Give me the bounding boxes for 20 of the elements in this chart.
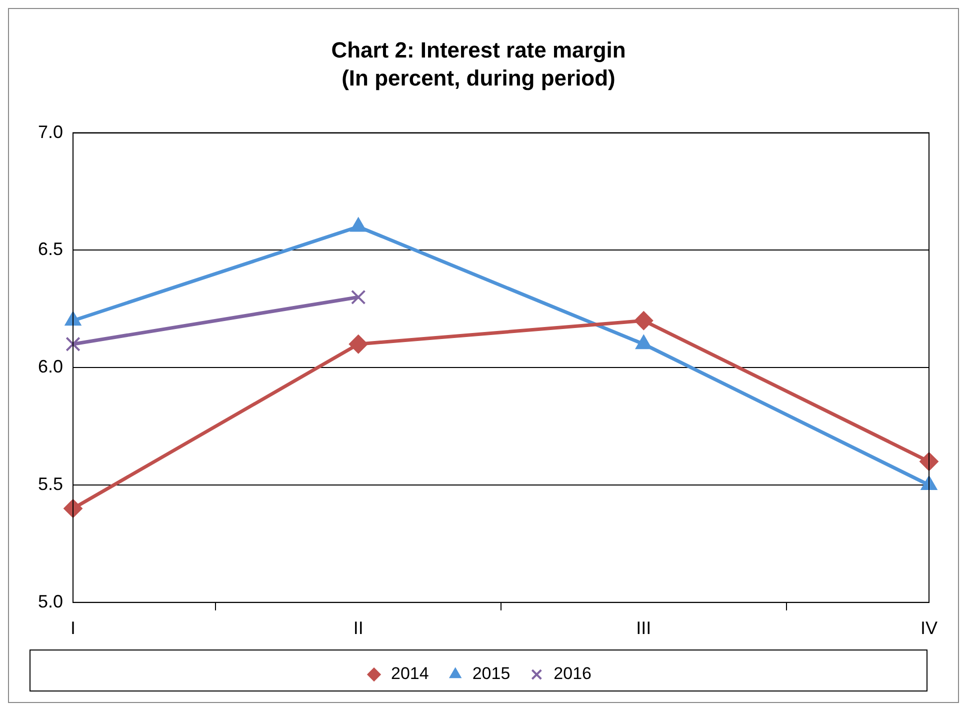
y-tick-label: 5.0 bbox=[38, 591, 64, 612]
x-tick-label: I bbox=[70, 618, 76, 638]
y-tick-label: 6.5 bbox=[38, 239, 64, 260]
y-tick-label: 7.0 bbox=[38, 122, 64, 142]
y-tick-label: 6.0 bbox=[38, 356, 64, 377]
x-tick-label: III bbox=[636, 618, 652, 638]
legend-label: 2014 bbox=[391, 664, 429, 684]
x-tick-label: IV bbox=[920, 618, 938, 638]
point bbox=[634, 311, 654, 330]
legend-label: 2016 bbox=[554, 664, 592, 684]
chart-title: Chart 2: Interest rate margin bbox=[331, 37, 626, 62]
y-tick-label: 5.5 bbox=[38, 474, 64, 494]
legend-label: 2015 bbox=[472, 664, 510, 684]
point bbox=[920, 452, 938, 472]
point bbox=[66, 336, 80, 352]
point bbox=[350, 290, 366, 305]
chart-subtitle: (In percent, during period) bbox=[342, 66, 616, 91]
x-tick-label: II bbox=[353, 618, 364, 638]
point bbox=[64, 498, 83, 518]
point bbox=[348, 334, 368, 354]
